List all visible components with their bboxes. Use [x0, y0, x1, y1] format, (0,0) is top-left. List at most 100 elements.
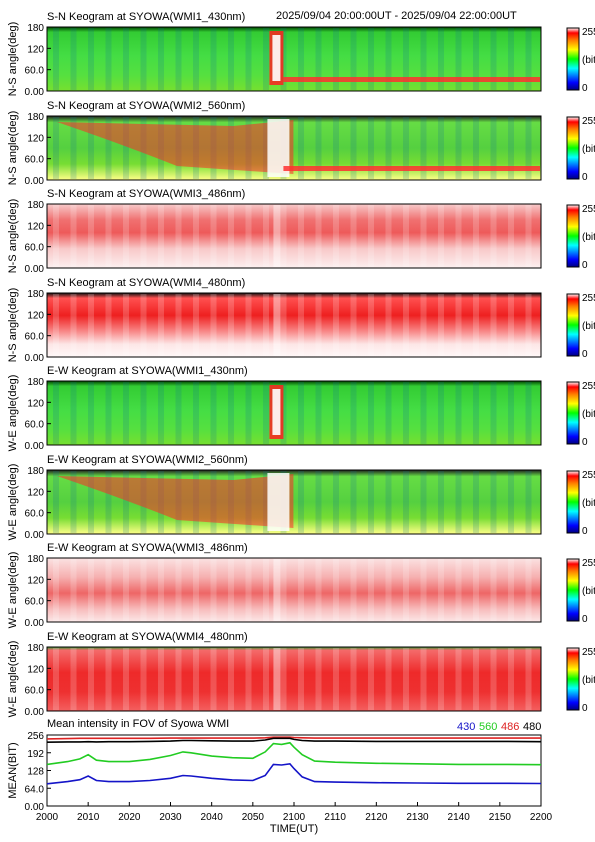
keogram-stripe: [473, 471, 479, 533]
colorbar-min-label: 0: [582, 83, 588, 94]
aurora-event: [273, 205, 281, 267]
colorbar-max-label: 255: [582, 470, 595, 481]
aurora-event: [273, 294, 281, 356]
keogram-stripe: [245, 28, 252, 90]
keogram-y-label: W-E angle(deg): [7, 552, 19, 629]
keogram-stripe: [280, 294, 287, 356]
colorbar-unit-label: (bit): [582, 321, 595, 332]
keogram-stripe: [455, 205, 462, 267]
colorbar-min-label: 0: [582, 349, 588, 360]
keogram-texture: [53, 28, 532, 90]
colorbar-min-label: 0: [582, 703, 588, 714]
keogram-stripe: [53, 648, 59, 710]
keogram-stripe: [105, 559, 112, 621]
keogram-stripe: [333, 28, 339, 90]
keogram-panel: E-W Keogram at SYOWA(WMI4_480nm)180 120 60…: [7, 631, 595, 718]
keogram-stripe: [105, 648, 112, 710]
keogram-texture: [53, 382, 532, 444]
y-tick-label: 0.00: [25, 530, 45, 541]
keogram-stripe: [70, 117, 77, 179]
keogram-stripe: [385, 559, 392, 621]
keogram-y-label: W-E angle(deg): [7, 641, 19, 718]
keogram-stripe: [420, 294, 427, 356]
keogram-image: [46, 203, 542, 269]
keogram-stripe: [473, 294, 479, 356]
keogram-stripe: [490, 648, 497, 710]
keogram-stripe: [315, 559, 322, 621]
keogram-stripe: [53, 294, 59, 356]
keogram-stripe: [193, 205, 199, 267]
aurora-event: [267, 473, 290, 531]
keogram-title: E-W Keogram at SYOWA(WMI1_430nm): [47, 365, 248, 377]
keogram-stripe: [333, 471, 339, 533]
keogram-y-axis: 180 120 60.0 0.00: [25, 466, 51, 541]
keogram-stripe: [280, 648, 287, 710]
keogram-stripe: [210, 294, 217, 356]
keogram-y-axis: 180 120 60.0 0.00: [25, 200, 51, 275]
keogram-y-label: N-S angle(deg): [7, 199, 19, 274]
colorbar-max-label: 255: [582, 27, 595, 38]
colorbar-unit-label: (bit): [582, 144, 595, 155]
colorbar: 255 (bit) 0: [566, 27, 595, 94]
y-tick-label: 256: [27, 731, 44, 742]
keogram-stripe: [368, 382, 374, 444]
keogram-stripe: [123, 28, 129, 90]
y-tick-label: 0.00: [25, 87, 45, 98]
keogram-stripe: [298, 471, 304, 533]
keogram-stripe: [385, 117, 392, 179]
keogram-stripe: [508, 648, 514, 710]
colorbar: 255 (bit) 0: [566, 647, 595, 714]
keogram-stripe: [473, 117, 479, 179]
keogram-stripe: [525, 648, 532, 710]
y-tick-label: 192: [27, 749, 44, 760]
keogram-title: E-W Keogram at SYOWA(WMI2_560nm): [47, 454, 248, 466]
keogram-y-label: W-E angle(deg): [7, 464, 19, 541]
keogram-stripe: [350, 205, 357, 267]
keogram-stripe: [455, 382, 462, 444]
keogram-stripe: [88, 294, 94, 356]
keogram-stripe: [403, 382, 409, 444]
colorbar-min-label: 0: [582, 614, 588, 625]
keogram-stripe: [210, 559, 217, 621]
keogram-stripe: [140, 559, 147, 621]
y-tick-label: 120: [27, 44, 44, 55]
keogram-stripe: [245, 382, 252, 444]
keogram-stripe: [158, 205, 164, 267]
keogram-stripe: [245, 205, 252, 267]
keogram-title: S-N Keogram at SYOWA(WMI3_486nm): [47, 188, 245, 200]
keogram-stripe: [490, 205, 497, 267]
keogram-stripe: [53, 205, 59, 267]
series-line-430: [46, 762, 542, 785]
keogram-stripe: [473, 205, 479, 267]
y-tick-label: 60.0: [25, 597, 45, 608]
y-tick-label: 180: [27, 112, 44, 123]
keogram-stripe: [298, 294, 304, 356]
x-tick-label: 2030: [159, 812, 182, 823]
keogram-stripe: [175, 648, 182, 710]
keogram-stripe: [263, 648, 269, 710]
keogram-stripe: [368, 471, 374, 533]
keogram-stripe: [298, 382, 304, 444]
keogram-stripe: [193, 648, 199, 710]
colorbar: 255 (bit) 0: [566, 470, 595, 537]
keogram-stripe: [158, 28, 164, 90]
keogram-stripe: [280, 28, 287, 90]
y-tick-label: 60.0: [25, 66, 45, 77]
keogram-stripe: [53, 559, 59, 621]
keogram-stripe: [438, 117, 444, 179]
keogram-y-axis: 180 120 60.0 0.00: [25, 643, 51, 718]
keogram-stripe: [403, 117, 409, 179]
keogram-y-label: N-S angle(deg): [7, 22, 19, 97]
keogram-stripe: [420, 471, 427, 533]
keogram-stripe: [333, 205, 339, 267]
keogram-stripe: [280, 559, 287, 621]
keogram-stripe: [350, 648, 357, 710]
x-tick-label: 2040: [201, 812, 224, 823]
colorbar-max-label: 255: [582, 381, 595, 392]
keogram-stripe: [228, 382, 234, 444]
keogram-stripe: [350, 382, 357, 444]
x-tick-label: 2110: [324, 812, 346, 823]
keogram-stripe: [70, 559, 77, 621]
header-time-range: 2025/09/04 20:00:00UT - 2025/09/04 22:00…: [276, 10, 517, 22]
y-tick-label: 120: [27, 133, 44, 144]
